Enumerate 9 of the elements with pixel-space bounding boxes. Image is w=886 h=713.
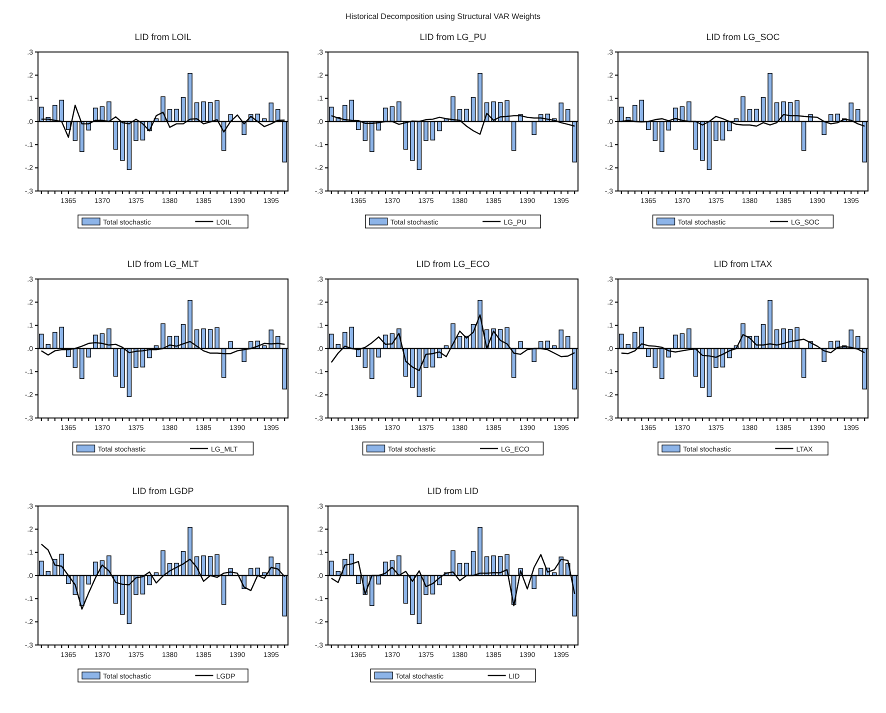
text: Historical Decomposition using Structural VAR Weights bbox=[346, 12, 540, 21]
chart-title: LID from LG_PU bbox=[420, 32, 486, 42]
chart-title: LID from LG_ECO bbox=[416, 259, 490, 269]
chart-title: LID from LG_SOC bbox=[706, 32, 780, 42]
chart-title: LID from LTAX bbox=[714, 259, 772, 269]
chart-title: LID from LID bbox=[427, 486, 480, 496]
chart-title: LID from LGDP bbox=[132, 486, 194, 496]
chart-title: LID from LG_MLT bbox=[127, 259, 200, 269]
chart-title: LID from LOIL bbox=[134, 32, 192, 42]
